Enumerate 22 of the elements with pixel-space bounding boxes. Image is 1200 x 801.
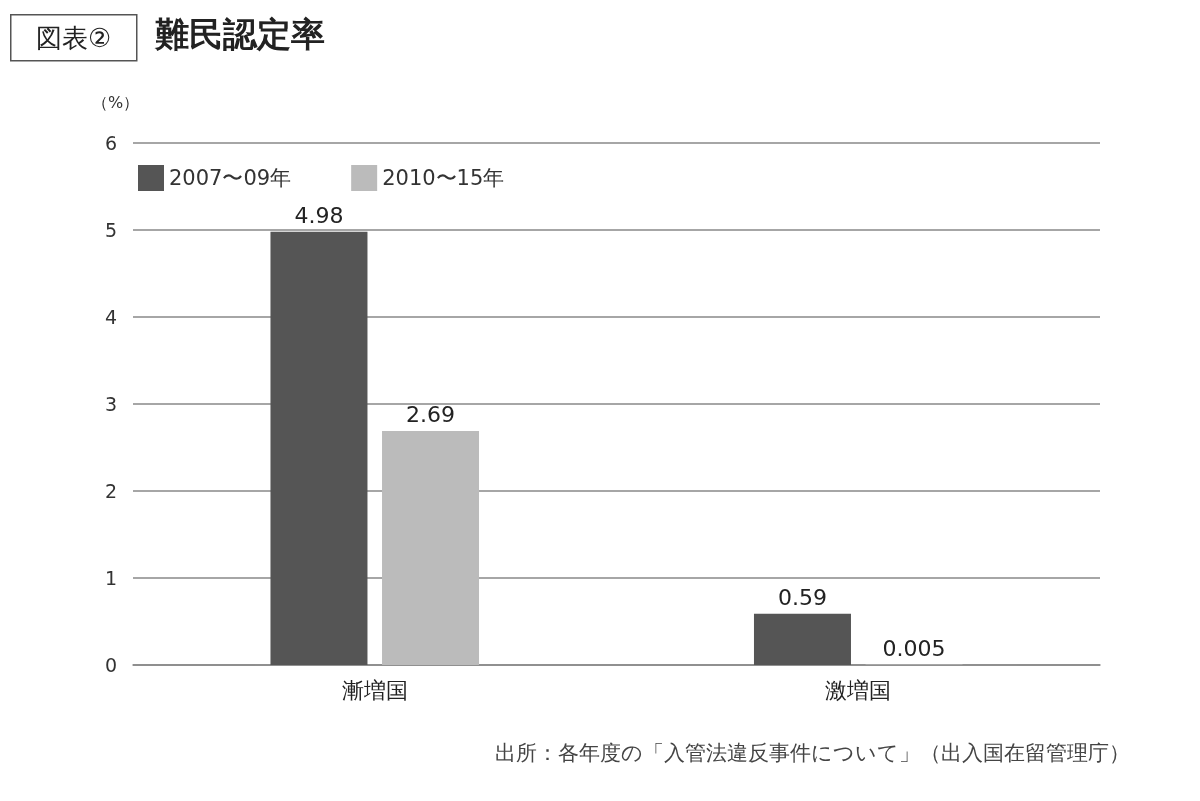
y-tick-label: 3 bbox=[104, 393, 117, 415]
y-tick-label: 1 bbox=[104, 567, 117, 589]
y-tick-label: 2 bbox=[104, 480, 117, 502]
bar bbox=[382, 430, 480, 665]
bar bbox=[270, 231, 368, 665]
y-axis-title: （%） bbox=[92, 92, 140, 112]
bar bbox=[753, 613, 851, 665]
data-label: 2.69 bbox=[406, 402, 456, 428]
x-tick-label: 激増国 bbox=[825, 677, 892, 703]
text: 図表② bbox=[36, 22, 112, 53]
x-tick-label: 漸増国 bbox=[341, 677, 408, 703]
y-tick-label: 5 bbox=[104, 219, 117, 241]
legend-label: 2007〜09年 bbox=[169, 166, 292, 190]
chart-title: 難民認定率 bbox=[154, 14, 325, 54]
legend-label: 2010〜15年 bbox=[382, 166, 505, 190]
data-label: 0.005 bbox=[882, 636, 946, 662]
data-label: 0.59 bbox=[777, 585, 827, 611]
y-tick-label: 6 bbox=[104, 132, 117, 154]
text: 出所：各年度の「入管法違反事件について」（出入国在留管理庁） bbox=[495, 740, 1130, 765]
data-label: 4.98 bbox=[294, 203, 344, 229]
y-tick-label: 4 bbox=[104, 306, 117, 328]
y-tick-label: 0 bbox=[104, 654, 117, 676]
